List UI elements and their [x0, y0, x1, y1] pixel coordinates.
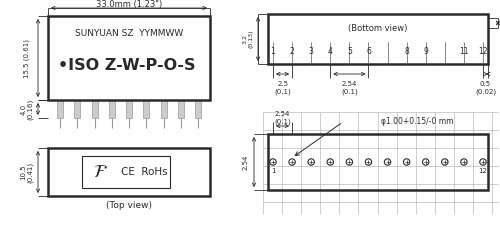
Bar	[92, 100, 98, 118]
Bar	[109, 100, 115, 118]
Bar	[48, 148, 210, 196]
Text: 6: 6	[366, 48, 371, 57]
Bar	[178, 100, 184, 118]
Text: 3.2
(0.13): 3.2 (0.13)	[242, 30, 254, 48]
Text: 11: 11	[459, 48, 468, 57]
Text: 2: 2	[290, 48, 294, 57]
Text: 1: 1	[271, 168, 275, 174]
Bar	[57, 100, 63, 118]
Bar	[82, 156, 170, 188]
Text: 0.5
(0.02): 0.5 (0.02)	[475, 81, 496, 95]
Text: •ISO Z-W-P-O-S: •ISO Z-W-P-O-S	[58, 58, 196, 72]
Bar	[195, 100, 201, 118]
Text: 2.54
(0.1): 2.54 (0.1)	[341, 81, 357, 95]
Text: 8: 8	[404, 48, 409, 57]
Text: SUNYUAN SZ  YYMMWW: SUNYUAN SZ YYMMWW	[75, 30, 183, 39]
Bar	[74, 100, 80, 118]
Bar	[268, 134, 488, 190]
Text: 3: 3	[308, 48, 314, 57]
Text: 9: 9	[424, 48, 428, 57]
Text: (Bottom view): (Bottom view)	[348, 23, 408, 32]
Bar	[160, 100, 166, 118]
Text: 4: 4	[328, 48, 332, 57]
Text: 12: 12	[478, 48, 488, 57]
Text: φ1.00+0.15/-0 mm: φ1.00+0.15/-0 mm	[381, 118, 454, 126]
Text: 12: 12	[478, 168, 488, 174]
Text: 5: 5	[347, 48, 352, 57]
Text: $\mathcal{F}$: $\mathcal{F}$	[92, 163, 108, 181]
Text: (Top view): (Top view)	[106, 202, 152, 211]
Text: CE  RoHs: CE RoHs	[120, 167, 168, 177]
Bar	[144, 100, 149, 118]
Bar	[126, 100, 132, 118]
Text: 4.0
(0.16): 4.0 (0.16)	[20, 98, 34, 120]
Text: 1: 1	[270, 48, 276, 57]
Bar	[48, 16, 210, 100]
Text: 2.54: 2.54	[243, 154, 249, 170]
Text: 15.5 (0.61): 15.5 (0.61)	[24, 39, 30, 78]
Text: 10.5
(0.41): 10.5 (0.41)	[20, 162, 34, 183]
Bar	[268, 14, 488, 64]
Text: 33.0mm (1.23"): 33.0mm (1.23")	[96, 0, 162, 9]
Text: 2.54
(0.1): 2.54 (0.1)	[274, 111, 291, 125]
Text: 2.5
(0.1): 2.5 (0.1)	[274, 81, 291, 95]
